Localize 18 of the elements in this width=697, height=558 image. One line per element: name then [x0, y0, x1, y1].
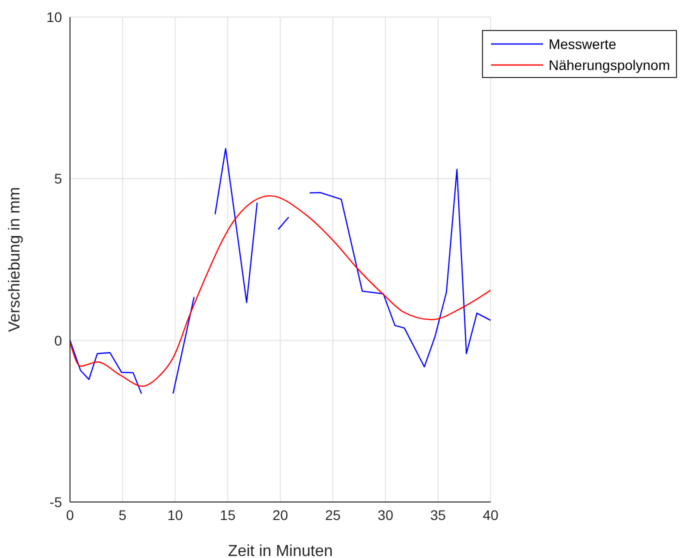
x-tick-label: 35	[430, 506, 446, 523]
legend-label: Näherungspolynom	[548, 56, 670, 72]
line-series	[70, 195, 491, 387]
y-tick-label: 0	[54, 332, 62, 348]
y-tick-label: -5	[50, 494, 62, 510]
y-axis-title: Verschiebung in mm	[6, 187, 24, 332]
x-tick-label: 0	[66, 506, 74, 523]
x-tick-label: 40	[482, 506, 499, 523]
x-tick-label: 20	[272, 506, 288, 523]
x-tick-label: 10	[167, 506, 184, 523]
y-tick-label: 5	[54, 170, 62, 187]
x-tick-label: 25	[325, 506, 341, 523]
legend-label: Messwerte	[548, 36, 616, 52]
x-tick-label: 5	[118, 506, 127, 523]
y-tick-label: 10	[46, 8, 62, 25]
x-axis-title: Zeit in Minuten	[228, 543, 333, 558]
x-tick-label: 30	[378, 506, 394, 523]
x-tick-label: 15	[220, 506, 236, 523]
